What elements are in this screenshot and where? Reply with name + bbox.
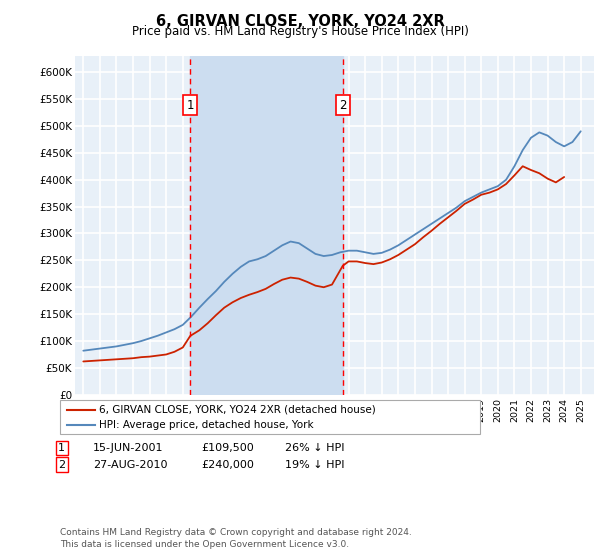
Text: 2: 2 <box>58 460 65 470</box>
Text: 26% ↓ HPI: 26% ↓ HPI <box>285 443 344 453</box>
Text: 19% ↓ HPI: 19% ↓ HPI <box>285 460 344 470</box>
Text: Contains HM Land Registry data © Crown copyright and database right 2024.
This d: Contains HM Land Registry data © Crown c… <box>60 528 412 549</box>
Text: 6, GIRVAN CLOSE, YORK, YO24 2XR (detached house): 6, GIRVAN CLOSE, YORK, YO24 2XR (detache… <box>99 405 376 415</box>
Text: 2: 2 <box>339 99 347 111</box>
Text: 6, GIRVAN CLOSE, YORK, YO24 2XR: 6, GIRVAN CLOSE, YORK, YO24 2XR <box>155 14 445 29</box>
Text: 1: 1 <box>187 99 194 111</box>
Text: 15-JUN-2001: 15-JUN-2001 <box>93 443 163 453</box>
Text: £109,500: £109,500 <box>201 443 254 453</box>
Text: £240,000: £240,000 <box>201 460 254 470</box>
Text: 27-AUG-2010: 27-AUG-2010 <box>93 460 167 470</box>
Text: Price paid vs. HM Land Registry's House Price Index (HPI): Price paid vs. HM Land Registry's House … <box>131 25 469 39</box>
Text: HPI: Average price, detached house, York: HPI: Average price, detached house, York <box>99 419 314 430</box>
Bar <box>190 56 343 395</box>
Text: 1: 1 <box>58 443 65 453</box>
